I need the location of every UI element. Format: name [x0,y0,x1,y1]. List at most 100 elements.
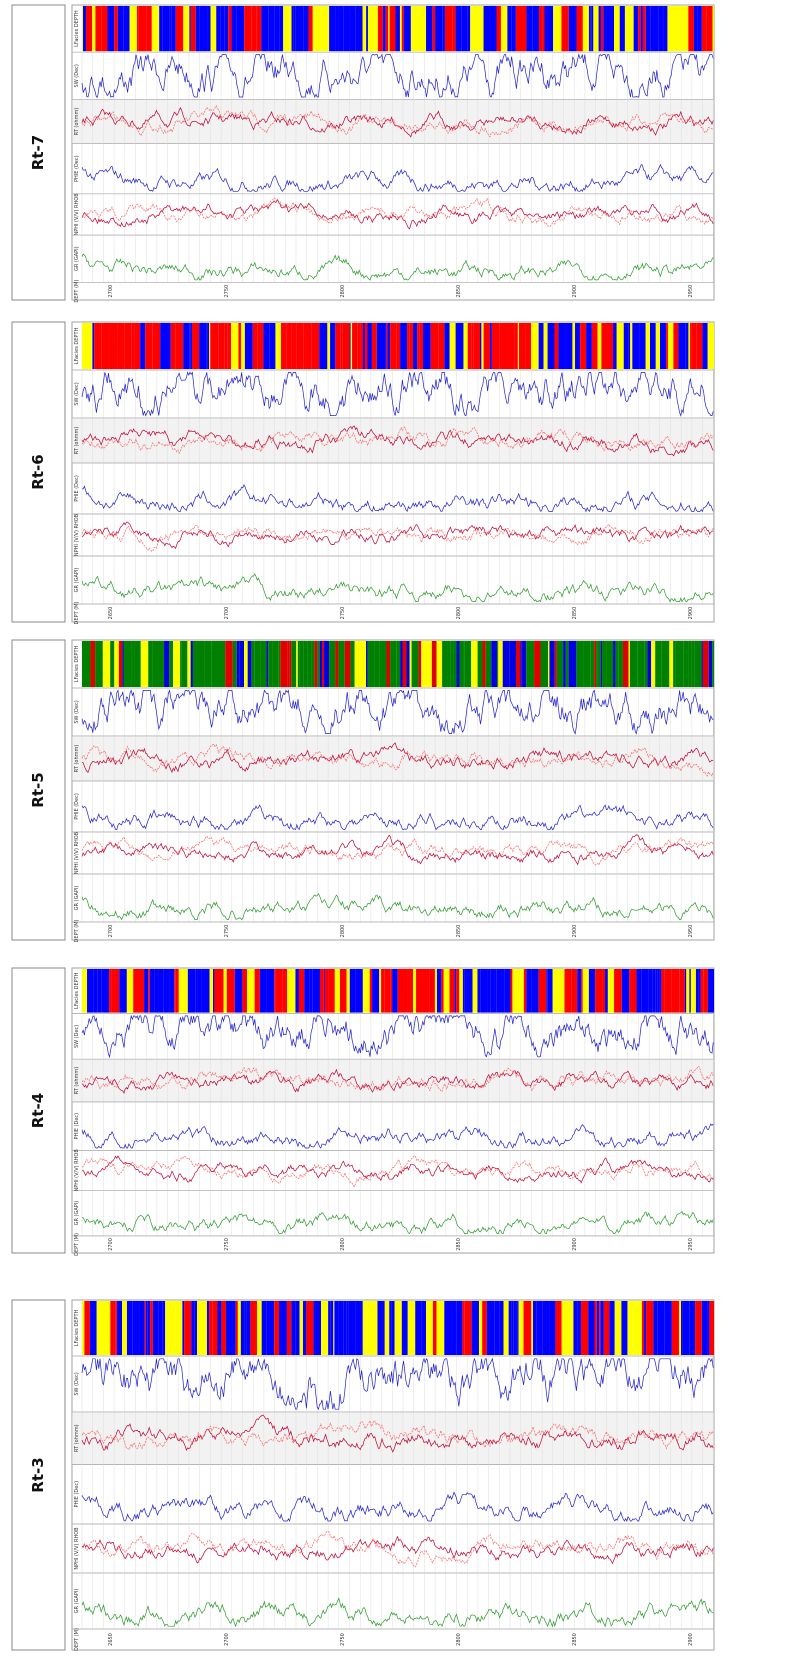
facies-stripe [631,6,634,52]
facies-stripe [508,1301,512,1355]
facies-stripe [146,6,152,52]
facies-stripe [366,641,368,687]
facies-stripe [154,323,161,369]
facies-stripe [119,969,127,1013]
facies-stripe [210,6,217,52]
facies-stripe [701,641,703,687]
facies-stripe [209,323,211,369]
facies-stripe [638,6,641,52]
facies-stripe [231,6,237,52]
facies-stripe [623,323,629,369]
facies-stripe [257,323,264,369]
facies-stripe [667,6,671,52]
facies-stripe [295,969,299,1013]
facies-stripe [588,969,596,1013]
facies-stripe [244,6,252,52]
facies-stripe [278,1301,286,1355]
facies-stripe [87,969,94,1013]
facies-stripe [319,323,322,369]
facies-stripe [621,969,630,1013]
facies-stripe [221,1301,227,1355]
facies-stripe [679,969,685,1013]
facies-stripe [701,1301,708,1355]
facies-stripe [482,641,486,687]
facies-stripe [122,1301,127,1355]
facies-stripe [342,323,350,369]
track-header: RT (ohmm) [74,1424,80,1452]
facies-stripe [613,323,617,369]
log-curve [81,742,714,774]
facies-stripe [690,323,692,369]
facies-stripe [696,323,703,369]
facies-stripe [348,1301,356,1355]
facies-stripe [355,969,363,1013]
facies-stripe [286,323,292,369]
facies-stripe [402,641,407,687]
log-curve [81,1597,714,1628]
facies-stripe [329,641,336,687]
facies-stripe [694,641,702,687]
facies-stripe [392,969,398,1013]
facies-stripe [139,1301,145,1355]
facies-stripe [430,323,439,369]
facies-stripe [442,641,448,687]
facies-stripe [169,6,172,52]
facies-stripe [421,641,425,687]
depth-label: 2750 [340,1633,346,1646]
facies-stripe [403,6,411,52]
facies-stripe [523,969,527,1013]
track-header: LFacies DEPTH [74,328,80,365]
facies-stripe [319,641,322,687]
track-header: DEPT (M) [74,1233,80,1256]
facies-stripe [693,6,698,52]
facies-stripe [287,969,294,1013]
facies-stripe [565,641,569,687]
facies-stripe [478,6,484,52]
facies-stripe [162,1301,166,1355]
facies-stripe [291,641,297,687]
facies-stripe [256,6,262,52]
facies-stripe [607,969,615,1013]
log-curve [81,371,714,417]
facies-stripe [600,641,603,687]
depth-label: 2650 [108,607,114,620]
facies-stripe [597,323,602,369]
facies-stripe [251,6,257,52]
facies-stripe [180,641,182,687]
facies-stripe [223,969,227,1013]
facies-stripe [174,969,176,1013]
track-header: PHIE (Dec) [74,475,80,502]
facies-stripe [389,1301,392,1355]
facies-stripe [554,323,559,369]
facies-stripe [236,641,240,687]
facies-stripe [707,323,714,369]
facies-stripe [109,323,118,369]
facies-stripe [401,1301,408,1355]
facies-stripe [113,1301,116,1355]
facies-stripe [628,323,631,369]
facies-stripe [426,1301,433,1355]
facies-stripe [640,6,643,52]
facies-stripe [296,323,304,369]
facies-stripe [93,969,98,1013]
facies-stripe [354,641,360,687]
depth-label: 2900 [572,285,578,298]
facies-stripe [565,969,572,1013]
facies-stripe [335,323,341,369]
facies-stripe [499,1301,504,1355]
facies-stripe [82,323,90,369]
facies-stripe [199,6,208,52]
facies-stripe [286,1301,292,1355]
log-curve [81,425,714,457]
depth-label: 2700 [224,607,230,620]
depth-label: 2800 [456,1633,462,1646]
facies-stripe [400,969,408,1013]
facies-stripe [682,1301,690,1355]
facies-stripe [602,969,606,1013]
facies-stripe [706,6,713,52]
facies-stripe [669,641,674,687]
facies-stripe [646,1301,654,1355]
depth-label: 2750 [224,925,230,938]
depth-label: 2850 [456,1238,462,1251]
facies-stripe [624,6,632,52]
